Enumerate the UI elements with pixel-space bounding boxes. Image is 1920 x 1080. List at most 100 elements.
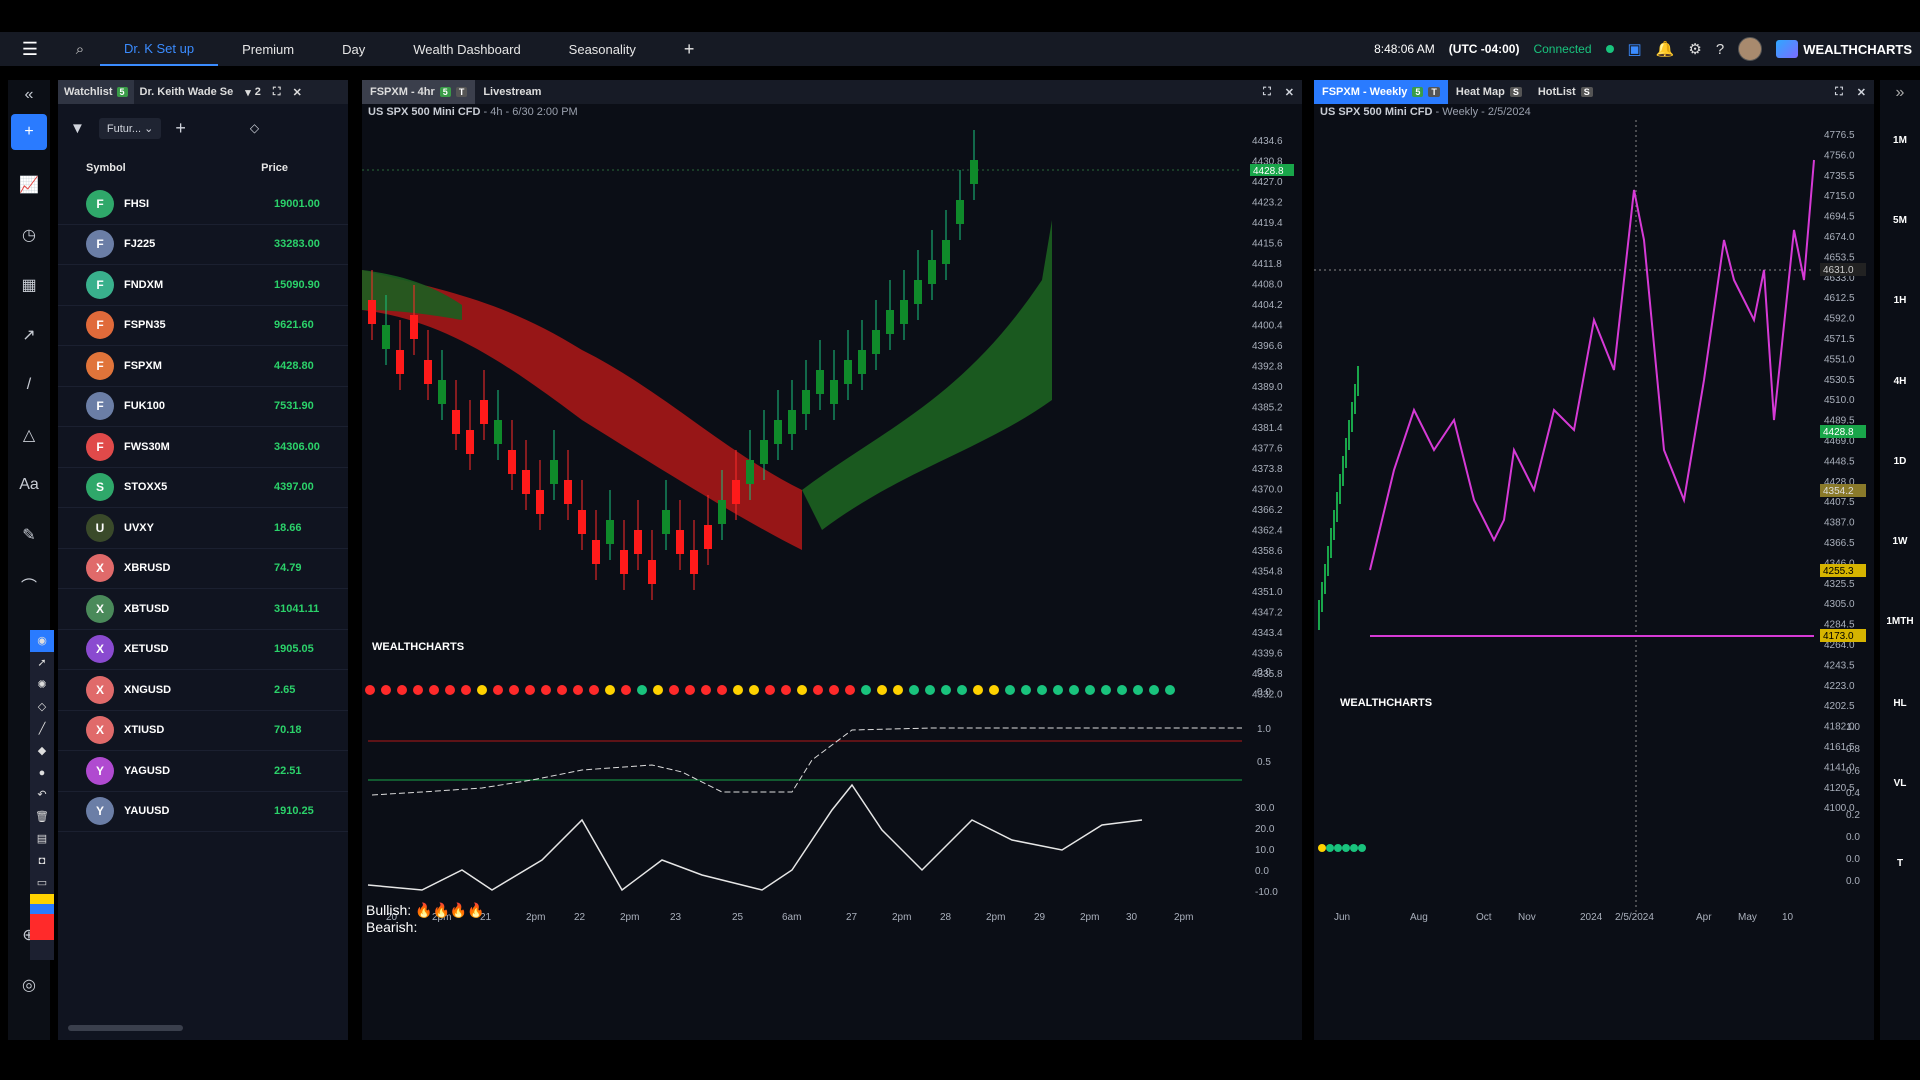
watchlist-row[interactable]: X XBTUSD 31041.11 xyxy=(58,589,348,630)
eye-icon[interactable]: ◉ xyxy=(30,630,54,652)
maximize-icon[interactable]: ⛶ xyxy=(1263,85,1271,98)
eraser-icon[interactable]: ◇ xyxy=(249,121,260,135)
timeframe-1m[interactable]: 1M xyxy=(1893,135,1907,146)
timeframe-hl[interactable]: HL xyxy=(1893,698,1907,709)
maximize-icon[interactable]: ⛶ xyxy=(272,85,281,98)
bullish-label: Bullish: xyxy=(366,902,412,918)
text-tool-icon[interactable]: Aa xyxy=(19,476,39,493)
lock-icon[interactable]: ▤ xyxy=(36,833,48,845)
shapes-icon[interactable]: △ xyxy=(22,427,36,444)
close-icon[interactable]: ✕ xyxy=(1856,86,1866,99)
watchlist-row[interactable]: F FSPXM 4428.80 xyxy=(58,346,348,387)
tab-watchlist[interactable]: Watchlist 5 xyxy=(58,80,134,104)
brush-icon[interactable]: ⌒ xyxy=(20,579,37,596)
watchlist-row[interactable]: F FNDXM 15090.90 xyxy=(58,265,348,306)
tab-hotlist[interactable]: HotList S xyxy=(1530,80,1601,104)
timeframe-1h[interactable]: 1H xyxy=(1893,295,1907,306)
watchlist-row[interactable]: X XTIUSD 70.18 xyxy=(58,711,348,751)
search-icon[interactable]: ⌕ xyxy=(75,40,85,58)
symbol-header[interactable]: Symbol xyxy=(86,162,126,174)
undo-icon[interactable]: ↶ xyxy=(37,789,47,801)
close-icon[interactable]: ✕ xyxy=(1284,86,1294,99)
watchlist-row[interactable]: F FUK100 7531.90 xyxy=(58,387,348,427)
line-tool-icon[interactable]: / xyxy=(26,376,32,393)
ruler-icon[interactable]: ╱ xyxy=(38,723,46,735)
hamburger-menu-icon[interactable]: ☰ xyxy=(21,38,39,59)
watchlist-row[interactable]: X XNGUSD 2.65 xyxy=(58,670,348,711)
clock-icon[interactable]: ◷ xyxy=(22,227,36,244)
calendar-icon[interactable]: ▦ xyxy=(21,277,37,294)
color-swatch-blue[interactable] xyxy=(30,904,54,914)
watchlist-row[interactable]: F FSPN35 9621.60 xyxy=(58,306,348,346)
save-icon[interactable]: ▣ xyxy=(1627,41,1642,58)
timeframe-5m[interactable]: 5M xyxy=(1893,215,1907,226)
watchlist-row[interactable]: S STOXX5 4397.00 xyxy=(58,468,348,508)
bell-icon[interactable]: 🔔 xyxy=(1655,41,1675,58)
note-icon[interactable]: ▭ xyxy=(36,877,48,889)
help-icon[interactable]: ? xyxy=(1715,40,1725,58)
dot-icon[interactable]: ● xyxy=(38,767,46,779)
tag-icon[interactable]: ◇ xyxy=(37,701,47,713)
avatar[interactable] xyxy=(1738,37,1763,61)
filter-icon[interactable]: ▼ xyxy=(70,119,85,137)
tab-fspxm-4hr[interactable]: FSPXM - 4hr 5 T xyxy=(362,80,476,104)
collapse-icon[interactable]: « xyxy=(24,86,34,103)
color-swatch-yellow[interactable] xyxy=(30,894,54,904)
timeframe-vl[interactable]: VL xyxy=(1893,778,1907,789)
tab-dr-k-setup[interactable]: Dr. K Set up xyxy=(100,32,219,66)
signal-dot xyxy=(1165,685,1175,695)
gear-icon[interactable]: ⚙ xyxy=(1688,41,1702,58)
timeframe-1mth[interactable]: 1MTH xyxy=(1886,616,1914,627)
group-selector[interactable]: ▾ 2 xyxy=(245,86,261,99)
price-tick: 4551.0 xyxy=(1824,354,1855,365)
tab-premium[interactable]: Premium xyxy=(242,41,295,57)
tab-day[interactable]: Day xyxy=(342,41,366,57)
chart-type-icon[interactable]: 📈 xyxy=(19,177,39,194)
price-tick: 4396.6 xyxy=(1252,341,1283,352)
candle-body xyxy=(1336,492,1338,522)
filter-dropdown[interactable]: Futur... ⌄ xyxy=(98,117,162,139)
watchlist-row[interactable]: F FWS30M 34306.00 xyxy=(58,427,348,468)
price-tick: 4351.0 xyxy=(1252,587,1283,598)
tab-heat-map[interactable]: Heat Map S xyxy=(1448,80,1530,104)
scrollbar[interactable] xyxy=(68,1025,183,1031)
price-chart-weekly[interactable]: 4776.5 4756.0 4735.5 4715.0 4694.5 4674.0 4653… xyxy=(1314,120,1874,1040)
watchlist-row[interactable]: F FJ225 33283.00 xyxy=(58,225,348,265)
tab-seasonality[interactable]: Seasonality xyxy=(568,41,636,57)
settings-icon[interactable]: ✺ xyxy=(37,679,47,691)
watchlist-row[interactable]: F FHSI 19001.00 xyxy=(58,184,348,225)
color-swatch-red[interactable] xyxy=(30,914,54,940)
tab-wealth-dashboard[interactable]: Wealth Dashboard xyxy=(413,41,521,57)
close-icon[interactable]: ✕ xyxy=(292,86,302,99)
tab-fspxm-weekly[interactable]: FSPXM - Weekly 5 T xyxy=(1314,80,1448,104)
timeframe-4h[interactable]: 4H xyxy=(1893,376,1907,387)
x-tick: 2pm xyxy=(526,912,545,923)
watchlist-row[interactable]: Y YAGUSD 22.51 xyxy=(58,751,348,792)
cursor-icon[interactable]: ➚ xyxy=(37,657,47,669)
maximize-icon[interactable]: ⛶ xyxy=(1835,85,1843,98)
globe-icon[interactable]: ◎ xyxy=(22,977,36,994)
watchlist-rows: F FHSI 19001.00 F FJ225 33283.00 F FNDXM 15090.9… xyxy=(58,184,348,832)
eraser-icon[interactable]: ◆ xyxy=(37,745,47,757)
timeframe-1w[interactable]: 1W xyxy=(1892,536,1908,547)
trend-icon[interactable]: ↗ xyxy=(22,327,36,344)
tab-livestream[interactable]: Livestream xyxy=(475,80,549,104)
watchlist-row[interactable]: X XETUSD 1905.05 xyxy=(58,630,348,670)
trash-icon[interactable]: 🗑 xyxy=(35,811,49,823)
pencil-icon[interactable]: ✎ xyxy=(22,527,36,544)
add-icon[interactable]: + xyxy=(11,114,47,150)
watchlist-row[interactable]: Y YAUUSD 1910.25 xyxy=(58,792,348,832)
timeframe-t[interactable]: T xyxy=(1896,858,1904,869)
watchlist-row[interactable]: U UVXY 18.66 xyxy=(58,508,348,549)
expand-icon[interactable]: » xyxy=(1895,84,1905,101)
timeframe-1d[interactable]: 1D xyxy=(1893,456,1907,467)
watchlist-row[interactable]: X XBRUSD 74.79 xyxy=(58,549,348,589)
add-tab-button[interactable]: + xyxy=(683,38,695,59)
add-symbol-icon[interactable]: + xyxy=(175,117,186,138)
camera-icon[interactable]: ◘ xyxy=(38,855,46,867)
symbol-name: YAUUSD xyxy=(124,805,170,818)
price-chart-4hr[interactable]: 4434.6 4430.8 4427.0 4423.2 4419.4 4415.6 4411… xyxy=(362,120,1302,1040)
price-header[interactable]: Price xyxy=(261,162,288,174)
price-tick: 4776.5 xyxy=(1824,130,1855,141)
tab-dr-keith-wade[interactable]: Dr. Keith Wade Se xyxy=(134,80,240,104)
